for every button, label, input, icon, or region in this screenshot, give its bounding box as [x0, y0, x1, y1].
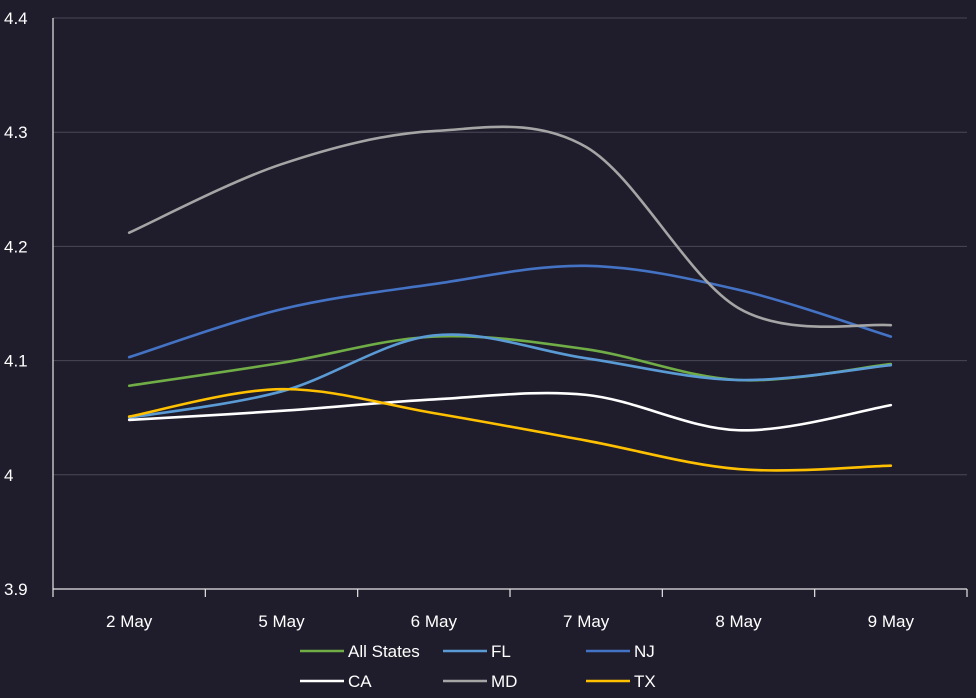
series-line-ca [127, 391, 893, 432]
y-tick-label: 3.9 [4, 580, 28, 599]
legend-label-ca: CA [348, 672, 372, 691]
legend-label-all-states: All States [348, 642, 420, 661]
y-tick-label: 4 [4, 466, 13, 485]
series-line-md [127, 125, 893, 328]
y-tick-label: 4.3 [4, 123, 28, 142]
legend-label-nj: NJ [634, 642, 655, 661]
series-line-tx [127, 387, 893, 472]
series-line-nj [127, 264, 893, 359]
legend-label-md: MD [491, 672, 517, 691]
x-tick-label: 2 May [106, 612, 153, 631]
x-tick-label: 9 May [868, 612, 915, 631]
series-line-fl [127, 333, 893, 419]
y-axis-tick-labels: 3.9 4 4.1 4.2 4.3 4.4 [4, 9, 28, 599]
x-tick-label: 5 May [258, 612, 305, 631]
y-tick-label: 4.2 [4, 237, 28, 256]
y-tick-label: 4.1 [4, 352, 28, 371]
x-axis: 2 May 5 May 6 May 7 May 8 May 9 May [52, 18, 968, 631]
legend-label-fl: FL [491, 642, 511, 661]
y-tick-label: 4.4 [4, 9, 28, 28]
legend-label-tx: TX [634, 672, 656, 691]
series-lines [127, 125, 893, 472]
x-tick-label: 8 May [715, 612, 762, 631]
legend: All States FL NJ CA MD TX [300, 642, 656, 691]
gridlines [53, 17, 967, 476]
x-tick-label: 6 May [411, 612, 458, 631]
x-tick-label: 7 May [563, 612, 610, 631]
